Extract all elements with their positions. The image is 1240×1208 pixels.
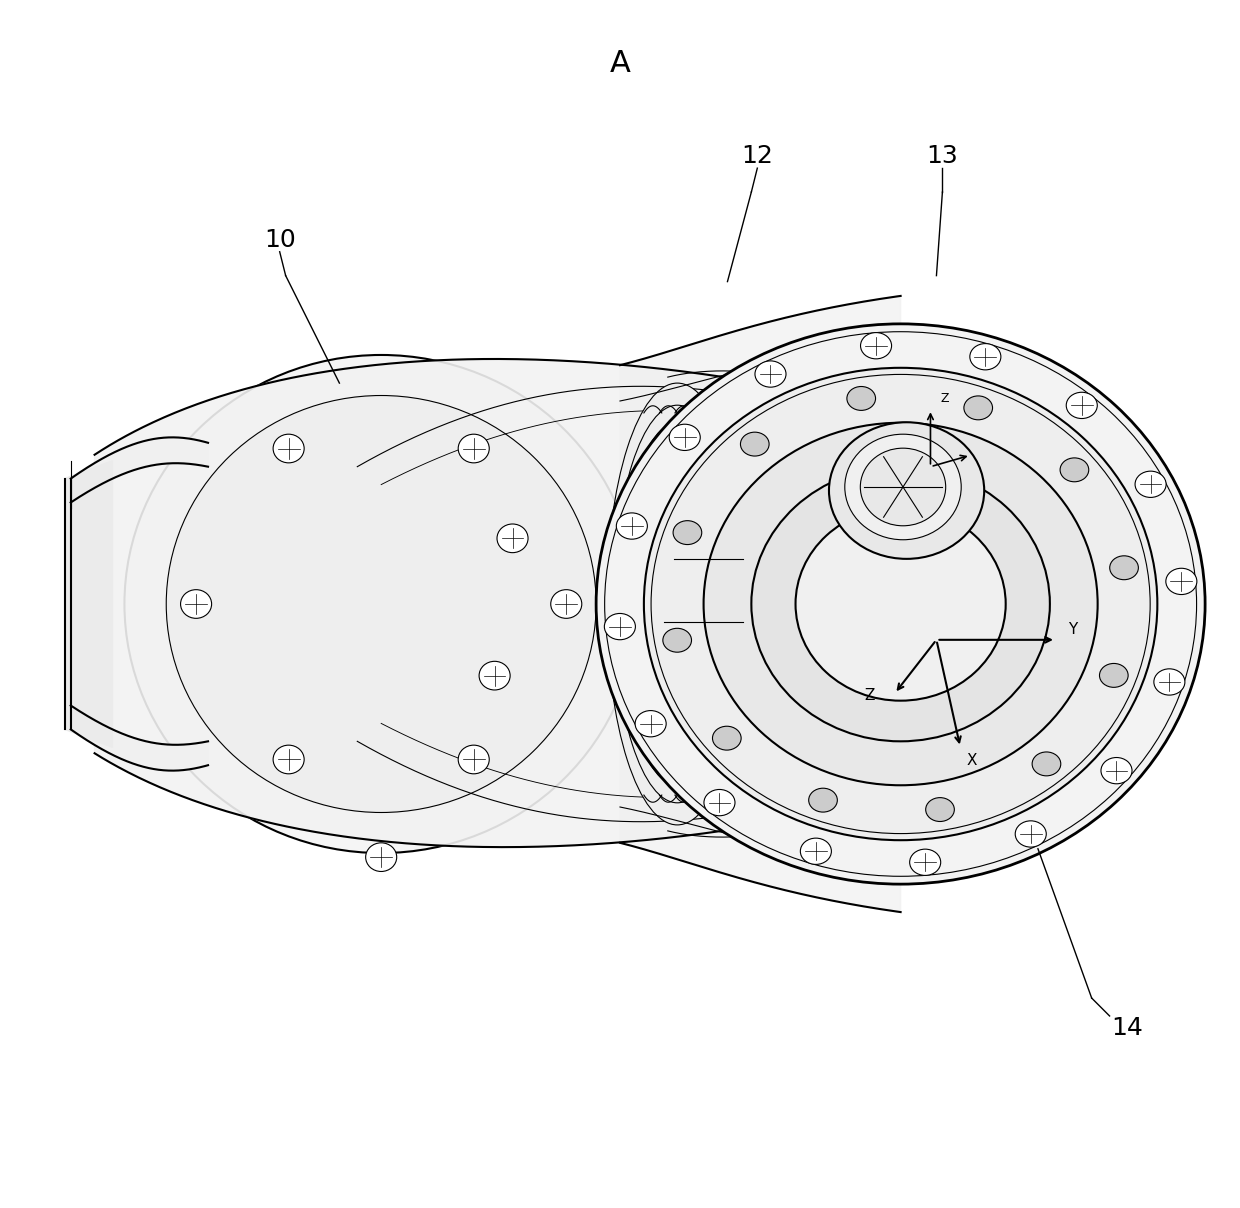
Polygon shape [64,460,113,748]
Ellipse shape [844,434,961,540]
Text: 14: 14 [1111,1016,1143,1040]
Ellipse shape [181,590,212,618]
Ellipse shape [124,355,637,853]
Ellipse shape [755,361,786,387]
Ellipse shape [625,441,729,767]
Ellipse shape [1166,568,1197,594]
Text: Z: Z [940,393,949,405]
Ellipse shape [1060,458,1089,482]
Ellipse shape [635,710,666,737]
Ellipse shape [604,614,635,640]
Ellipse shape [619,423,735,785]
Text: 13: 13 [926,144,959,168]
Ellipse shape [663,628,692,652]
Text: A: A [610,48,630,77]
Ellipse shape [596,324,1205,884]
Ellipse shape [861,332,892,359]
Ellipse shape [926,797,955,821]
Ellipse shape [614,405,742,803]
Ellipse shape [910,849,941,876]
Ellipse shape [616,513,647,539]
Ellipse shape [970,343,1001,370]
Ellipse shape [459,745,490,774]
Ellipse shape [273,745,304,774]
Polygon shape [94,359,823,847]
Ellipse shape [273,434,304,463]
Ellipse shape [704,790,735,815]
Ellipse shape [847,387,875,411]
Ellipse shape [703,423,1097,785]
Ellipse shape [713,726,742,750]
Ellipse shape [497,524,528,552]
Ellipse shape [963,396,992,420]
Polygon shape [71,705,208,771]
Ellipse shape [1110,556,1138,580]
Text: 10: 10 [264,228,295,251]
Ellipse shape [740,432,769,457]
Polygon shape [620,296,900,912]
Polygon shape [71,437,208,503]
Ellipse shape [1016,821,1047,847]
Ellipse shape [751,466,1050,742]
Ellipse shape [910,487,962,530]
Ellipse shape [1154,669,1185,695]
Ellipse shape [861,448,946,525]
Ellipse shape [1135,471,1166,498]
Ellipse shape [459,434,490,463]
Ellipse shape [479,661,510,690]
Ellipse shape [1066,393,1097,418]
Ellipse shape [166,395,596,813]
Text: 12: 12 [742,144,774,168]
Ellipse shape [1101,757,1132,784]
Ellipse shape [830,423,985,559]
Ellipse shape [800,838,831,865]
Text: X: X [966,754,977,768]
Ellipse shape [1100,663,1128,687]
Ellipse shape [644,367,1157,841]
Text: Y: Y [1068,622,1078,637]
Ellipse shape [1032,751,1060,776]
Ellipse shape [673,521,702,545]
Ellipse shape [808,788,837,812]
Ellipse shape [670,424,701,451]
Ellipse shape [606,383,748,825]
Ellipse shape [366,843,397,871]
Ellipse shape [551,590,582,618]
Ellipse shape [796,507,1006,701]
Text: Z: Z [864,687,875,703]
